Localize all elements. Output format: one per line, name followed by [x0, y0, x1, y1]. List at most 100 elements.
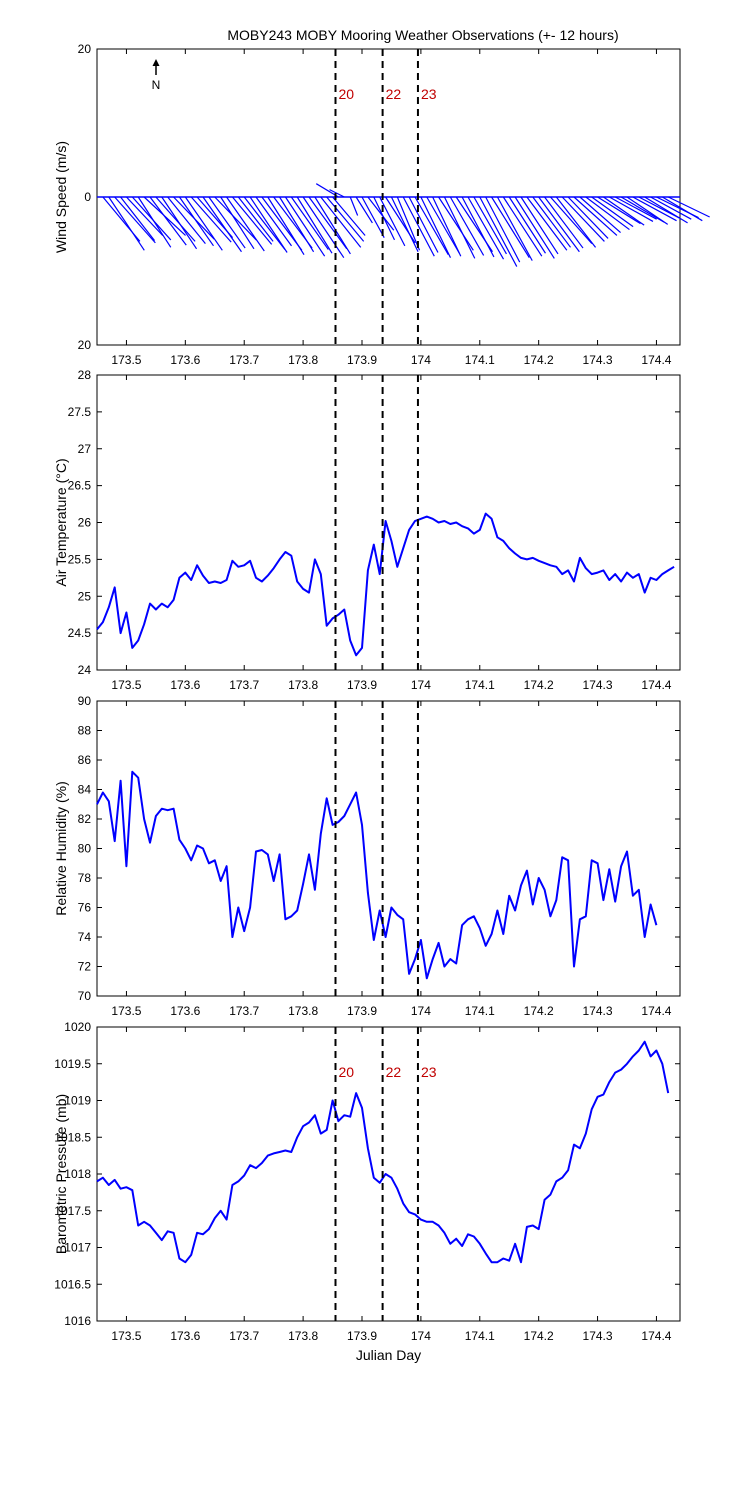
x-tick-label: 173.6 — [170, 1329, 200, 1343]
wind-vector — [555, 196, 597, 248]
wind-vector — [184, 196, 223, 251]
y-axis-label: Relative Humidity (%) — [53, 781, 69, 916]
y-tick-label: 26.5 — [68, 479, 92, 493]
x-tick-label: 174.2 — [524, 1329, 554, 1343]
x-tick-label: 174.1 — [465, 353, 495, 367]
plot-area — [96, 700, 681, 997]
wind-vector — [662, 196, 703, 222]
wind-vector — [609, 196, 654, 222]
y-tick-label: 0 — [84, 190, 91, 204]
wind-vector — [585, 196, 630, 231]
wind-vector — [120, 196, 156, 242]
y-tick-label: 28 — [78, 368, 92, 382]
wind-vector — [667, 196, 710, 218]
y-tick-label: 1018.5 — [54, 1130, 91, 1144]
wind-vector — [561, 196, 605, 242]
x-tick-label: 173.5 — [111, 678, 141, 692]
y-tick-label: 1020 — [64, 1020, 91, 1034]
y-axis-label: Wind Speed (m/s) — [53, 141, 69, 253]
wind-vector — [402, 196, 435, 257]
x-tick-label: 173.6 — [170, 1004, 200, 1018]
y-tick-label: 24 — [78, 663, 92, 677]
wind-vector — [226, 196, 265, 252]
y-tick-label: 82 — [78, 812, 92, 826]
y-tick-label: 1016 — [64, 1314, 91, 1328]
wind-vector — [249, 196, 288, 253]
wind-vector — [461, 196, 495, 258]
x-tick-label: 174.4 — [641, 678, 671, 692]
x-tick-label: 173.6 — [170, 678, 200, 692]
wind-vector — [626, 196, 669, 225]
x-tick-label: 174.1 — [465, 1004, 495, 1018]
wind-vector — [496, 196, 533, 261]
wind-vector — [308, 196, 348, 250]
wind-vector — [473, 196, 507, 255]
wind-vector — [296, 196, 333, 254]
y-tick-label: 1017.5 — [54, 1204, 91, 1218]
y-tick-label: 86 — [78, 753, 92, 767]
event-label: 20 — [339, 86, 355, 102]
wind-vector — [438, 196, 474, 251]
y-tick-label: 25 — [78, 589, 92, 603]
wind-vector — [532, 196, 571, 248]
wind-vector — [290, 196, 329, 250]
x-tick-label: 173.8 — [288, 1329, 318, 1343]
x-tick-label: 173.5 — [111, 1004, 141, 1018]
wind-vector — [508, 196, 546, 254]
x-tick-label: 173.6 — [170, 353, 200, 367]
wind-vector — [526, 196, 568, 251]
series-line-1 — [96, 1040, 670, 1264]
series-line-1 — [96, 770, 658, 980]
x-tick-label: 173.8 — [288, 1004, 318, 1018]
wind-vector — [178, 196, 214, 247]
wind-vector — [420, 196, 452, 258]
wind-vector — [549, 196, 593, 245]
y-tick-label: 1019.5 — [54, 1057, 91, 1071]
wind-vector — [449, 196, 485, 256]
y-tick-label: 1017 — [64, 1241, 91, 1255]
x-tick-label: 173.5 — [111, 1329, 141, 1343]
y-tick-label: 88 — [78, 724, 92, 738]
wind-vector — [161, 196, 198, 250]
wind-vector — [237, 196, 274, 242]
wind-vector — [520, 196, 559, 255]
wind-vector — [126, 196, 164, 236]
wind-vector — [614, 196, 657, 220]
event-label: 22 — [386, 1064, 402, 1080]
x-tick-label: 174.1 — [465, 678, 495, 692]
north-arrowhead-icon — [152, 59, 160, 66]
wind-vector — [332, 196, 366, 236]
wind-vector — [231, 196, 273, 245]
plot-area — [96, 374, 681, 671]
panel-1: 20 0 20 173.5 173.6 173.7 173.8 173.9 174 174.1 17… — [53, 42, 710, 367]
y-tick-label: 72 — [78, 960, 92, 974]
wind-vector — [267, 196, 305, 256]
x-tick-label: 174.2 — [524, 353, 554, 367]
event-label: 23 — [421, 1064, 437, 1080]
wind-vector — [632, 196, 677, 222]
x-tick-label: 173.7 — [229, 353, 259, 367]
wind-vector — [603, 196, 645, 226]
x-tick-label: 174 — [411, 1004, 431, 1018]
x-tick-label: 173.5 — [111, 353, 141, 367]
wind-vector — [432, 196, 462, 257]
y-tick-label: 24.5 — [68, 626, 92, 640]
wind-vector — [443, 196, 476, 259]
x-tick-label: 173.9 — [347, 353, 377, 367]
wind-vector — [149, 196, 187, 246]
wind-vector — [208, 196, 246, 249]
x-tick-label: 174 — [411, 678, 431, 692]
plot-area — [96, 1026, 681, 1322]
y-tick-label: 90 — [78, 694, 92, 708]
x-tick-label: 174.4 — [641, 1004, 671, 1018]
wind-vector — [349, 196, 359, 216]
wind-vector — [190, 196, 232, 243]
wind-vector — [467, 196, 505, 260]
wind-vector — [538, 196, 580, 253]
wind-vector — [408, 196, 439, 253]
x-axis-label: Julian Day — [356, 1347, 421, 1363]
x-tick-label: 174 — [411, 353, 431, 367]
x-tick-label: 174.3 — [583, 678, 613, 692]
x-tick-label: 174.2 — [524, 678, 554, 692]
wind-vector — [491, 196, 530, 258]
